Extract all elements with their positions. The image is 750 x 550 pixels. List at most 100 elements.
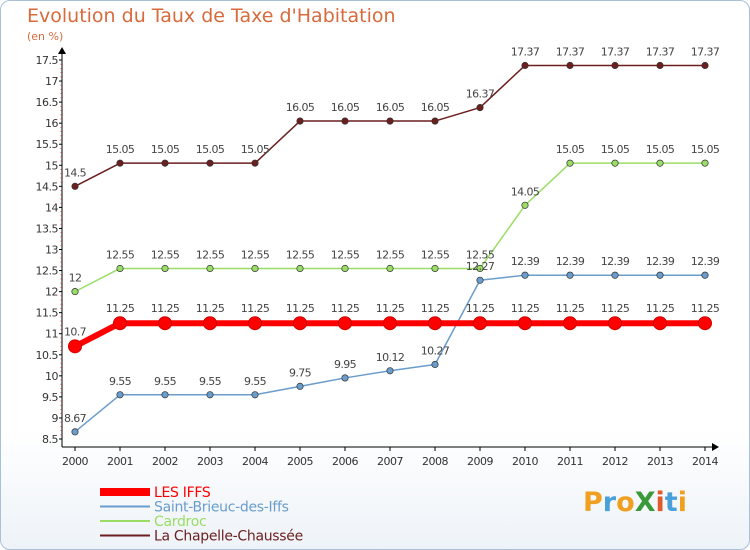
data-point (206, 159, 214, 167)
data-label: 15.05 (241, 143, 270, 156)
x-tick-label: 2011 (557, 455, 583, 468)
chart-subtitle: (en %) (27, 30, 64, 43)
data-label: 11.25 (556, 302, 585, 315)
x-tick-label: 2014 (692, 455, 718, 468)
data-label: 12.55 (331, 248, 360, 261)
data-point (698, 316, 712, 331)
x-tick-label: 2012 (602, 455, 628, 468)
data-label: 15.05 (106, 143, 135, 156)
data-label: 17.37 (646, 45, 675, 58)
x-tick-label: 2010 (512, 455, 538, 468)
data-point (341, 374, 349, 382)
data-point (251, 391, 259, 399)
data-label: 17.37 (556, 45, 585, 58)
data-label: 12.55 (421, 248, 450, 261)
data-point (473, 316, 487, 331)
x-tick-label: 2001 (107, 455, 133, 468)
data-point (656, 159, 664, 167)
y-tick-label: 13 (45, 244, 58, 257)
data-point (611, 159, 619, 167)
data-point (701, 159, 709, 167)
data-label: 12.27 (466, 260, 495, 273)
data-label: 12.39 (601, 255, 630, 268)
data-label: 16.37 (466, 88, 495, 101)
data-label: 12.39 (646, 255, 675, 268)
data-point (248, 316, 262, 331)
data-label: 16.05 (376, 101, 405, 114)
data-point (611, 61, 619, 70)
y-tick-label: 16 (45, 117, 58, 130)
y-tick-label: 11.5 (36, 307, 59, 320)
series-line (74, 64, 705, 188)
y-tick-label: 10.5 (36, 349, 59, 362)
x-tick-label: 2003 (197, 455, 223, 468)
data-point (521, 61, 529, 70)
data-label: 11.25 (601, 302, 630, 315)
data-point (206, 391, 214, 399)
data-label: 9.55 (244, 375, 267, 388)
x-tick-label: 2005 (287, 455, 313, 468)
y-axis-arrow (58, 47, 66, 54)
data-point (476, 104, 484, 112)
data-label: 11.25 (466, 302, 495, 315)
data-point (203, 316, 217, 331)
data-point (251, 159, 259, 167)
data-label: 11.25 (511, 302, 540, 315)
series-line (74, 162, 705, 293)
x-tick-label: 2008 (422, 455, 448, 468)
data-point (338, 316, 352, 331)
data-point (653, 316, 667, 331)
y-tick-label: 12 (45, 286, 58, 299)
x-axis-arrow (712, 443, 719, 451)
data-point (566, 271, 574, 279)
data-label: 12.55 (286, 248, 315, 261)
data-label: 16.05 (286, 101, 315, 114)
data-point (341, 117, 349, 125)
x-tick-label: 2009 (467, 455, 493, 468)
data-label: 12.55 (466, 248, 495, 261)
data-label: 12 (69, 272, 82, 285)
data-label: 12.39 (691, 255, 720, 268)
y-tick-label: 17.5 (36, 54, 59, 67)
data-label: 17.37 (601, 45, 630, 58)
data-label: 15.05 (151, 143, 180, 156)
data-label: 12.55 (241, 248, 270, 261)
data-label: 11.25 (331, 302, 360, 315)
x-tick-label: 2006 (332, 455, 358, 468)
data-label: 12.39 (511, 255, 540, 268)
y-tick-label: 9 (52, 412, 59, 425)
data-point (386, 264, 394, 273)
y-tick-label: 11 (45, 328, 58, 341)
data-point (431, 264, 439, 273)
data-point (158, 316, 172, 331)
data-label: 17.37 (511, 45, 540, 58)
data-label: 11.25 (421, 302, 450, 315)
data-point (431, 117, 439, 125)
legend-label: Cardroc (154, 514, 206, 530)
data-label: 15.05 (646, 143, 675, 156)
data-point (296, 264, 304, 273)
data-label: 11.25 (196, 302, 225, 315)
legend-label: La Chapelle-Chaussée (154, 529, 303, 545)
data-label: 10.7 (64, 325, 87, 338)
data-point (611, 271, 619, 279)
x-tick-label: 2000 (62, 455, 88, 468)
legend-label: LES IFFS (154, 485, 211, 501)
data-label: 14.05 (511, 185, 540, 198)
y-tick-label: 15.5 (36, 138, 59, 151)
data-point (428, 316, 442, 331)
data-point (701, 61, 709, 70)
data-label: 11.25 (376, 302, 405, 315)
data-point (386, 117, 394, 125)
data-point (206, 264, 214, 273)
data-label: 15.05 (691, 143, 720, 156)
data-point (521, 201, 529, 209)
data-label: 15.05 (196, 143, 225, 156)
data-label: 12.39 (556, 255, 585, 268)
data-label: 16.05 (331, 101, 360, 114)
y-tick-label: 15 (45, 159, 58, 172)
data-label: 9.95 (334, 358, 357, 371)
data-label: 15.05 (556, 143, 585, 156)
data-point (293, 316, 307, 331)
